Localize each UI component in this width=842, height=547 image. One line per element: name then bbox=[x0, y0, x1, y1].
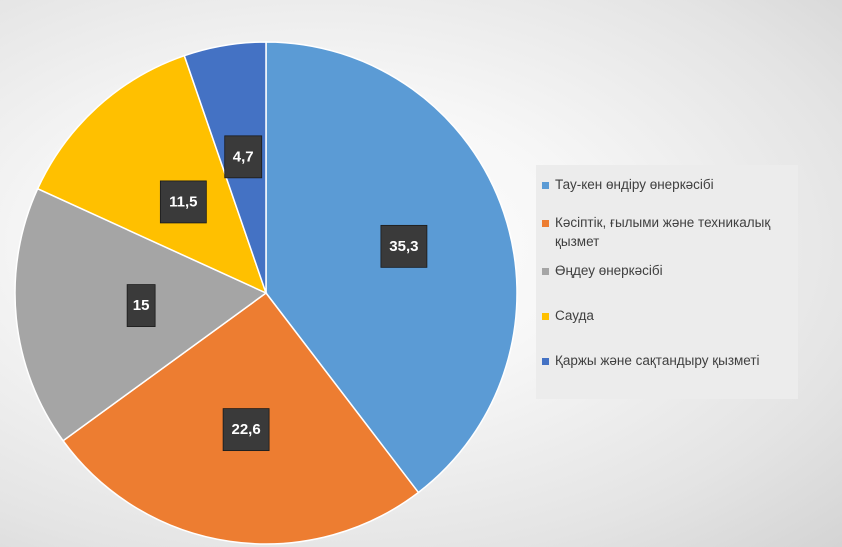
pie-data-labels: 35,3 22,6 15 11,5 4,7 bbox=[126, 135, 428, 452]
legend-swatch bbox=[542, 220, 549, 227]
data-label: 22,6 bbox=[222, 408, 270, 452]
data-label-box bbox=[224, 135, 263, 179]
data-label: 11,5 bbox=[159, 180, 207, 224]
legend-swatch bbox=[542, 358, 549, 365]
legend-label: Өңдеу өнеркәсібі bbox=[555, 263, 663, 278]
data-label-text: 4,7 bbox=[233, 148, 254, 165]
legend-item: Тау-кен өндіру өнеркәсібі bbox=[542, 175, 798, 194]
legend-item: Қаржы және сақтандыру қызметі bbox=[542, 351, 798, 370]
chart-legend: Тау-кен өндіру өнеркәсібі Кәсіптік, ғылым… bbox=[536, 165, 798, 399]
data-label-box bbox=[380, 224, 428, 268]
legend-item: Кәсіптік, ғылыми және техникалық қызмет bbox=[542, 213, 798, 251]
pie-slices bbox=[14, 41, 518, 545]
data-label-text: 15 bbox=[133, 297, 150, 314]
data-label-text: 11,5 bbox=[169, 193, 197, 210]
legend-item: Өңдеу өнеркәсібі bbox=[542, 261, 798, 280]
legend-swatch bbox=[542, 268, 549, 275]
legend-label: Кәсіптік, ғылыми және техникалық қызмет bbox=[555, 215, 771, 249]
data-label-box bbox=[222, 408, 270, 452]
data-label-text: 22,6 bbox=[232, 421, 261, 438]
legend-label: Тау-кен өндіру өнеркәсібі bbox=[555, 177, 714, 192]
data-label-box bbox=[126, 284, 156, 327]
data-label: 4,7 bbox=[224, 135, 263, 179]
legend-swatch bbox=[542, 313, 549, 320]
data-label-box bbox=[159, 180, 207, 224]
legend-label: Қаржы және сақтандыру қызметі bbox=[555, 353, 760, 368]
legend-label: Сауда bbox=[555, 308, 594, 323]
legend-item: Сауда bbox=[542, 306, 798, 325]
data-label: 35,3 bbox=[380, 224, 428, 268]
data-label-text: 35,3 bbox=[389, 238, 418, 255]
data-label: 15 bbox=[126, 284, 156, 327]
pie-slice bbox=[36, 54, 268, 295]
legend-swatch bbox=[542, 182, 549, 189]
